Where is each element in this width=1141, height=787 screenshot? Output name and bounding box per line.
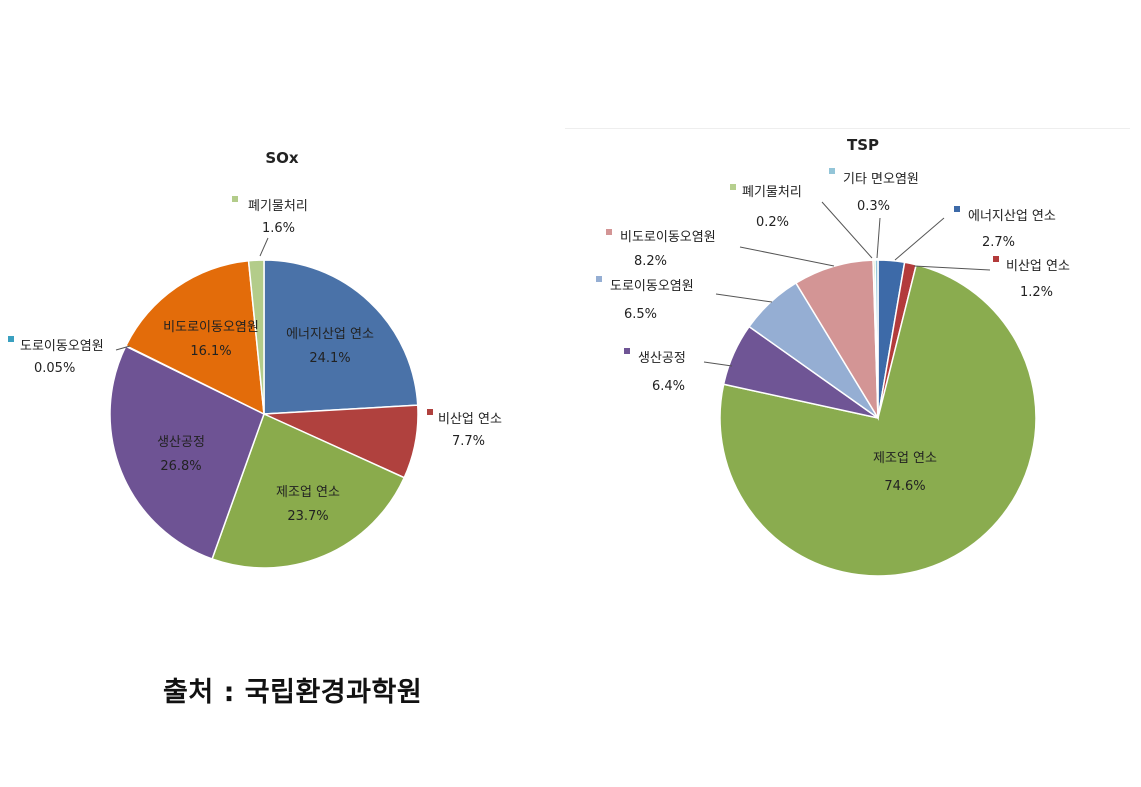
tsp-slice-value-7: 0.3% [857, 199, 890, 214]
tsp-slices [719, 259, 1037, 577]
tsp-legend-swatch-4 [596, 276, 602, 282]
sox-slices [109, 259, 419, 569]
sox-slice-value-3: 26.8% [160, 459, 201, 474]
tsp-leader-line-0 [894, 217, 945, 261]
sox-pie-slice-6 [247, 259, 265, 415]
tsp-slice-label-1: 비산업 연소 [1006, 259, 1070, 274]
tsp-slice-value-6: 0.2% [756, 215, 789, 230]
sox-slice-label-3: 생산공정 [157, 435, 205, 450]
sox-slice-value-5: 16.1% [190, 344, 231, 359]
tsp-slice-value-0: 2.7% [982, 235, 1015, 250]
sox-slice-label-2: 제조업 연소 [276, 485, 340, 500]
source-note: 출처 : 국립환경과학원 [163, 677, 423, 708]
tsp-slice-value-5: 8.2% [634, 254, 667, 269]
tsp-legend-swatch-0 [954, 206, 960, 212]
tsp-slice-value-3: 6.4% [652, 379, 685, 394]
tsp-slice-value-1: 1.2% [1020, 285, 1053, 300]
tsp-slice-label-3: 생산공정 [638, 351, 686, 366]
tsp-chart-title: TSP [847, 136, 879, 154]
sox-legend-swatch-4 [8, 336, 14, 342]
tsp-pie-slice-2 [719, 263, 1037, 577]
tsp-leader-line-7 [876, 217, 881, 259]
tsp-leader-line-5 [739, 246, 835, 267]
tsp-slice-value-4: 6.5% [624, 307, 657, 322]
tsp-slice-label-4: 도로이동오염원 [610, 279, 694, 294]
sox-slice-value-0: 24.1% [309, 351, 350, 366]
sox-legend-swatch-1 [427, 409, 433, 415]
sox-legend-swatch-6 [232, 196, 238, 202]
sox-slice-label-5: 비도로이동오염원 [163, 320, 259, 335]
sox-leader-line-6 [259, 237, 269, 257]
sox-slice-label-1: 비산업 연소 [438, 412, 502, 427]
tsp-pie-slice-7 [874, 259, 879, 419]
sox-pie-slice-0 [263, 259, 419, 415]
sox-pie-slice-3 [109, 345, 265, 560]
tsp-slice-label-6: 폐기물처리 [742, 185, 802, 200]
sox-labels: 에너지산업 연소 24.1% 비산업 연소 7.7% 제조업 연소 23.7% 생산공정 26… [8, 196, 502, 524]
sox-slice-value-2: 23.7% [287, 509, 328, 524]
tsp-legend-swatch-6 [730, 184, 736, 190]
sox-chart-title: SOx [265, 149, 299, 167]
tsp-legend-swatch-5 [606, 229, 612, 235]
tsp-legend-swatch-1 [993, 256, 999, 262]
tsp-legend-swatch-7 [829, 168, 835, 174]
tsp-slice-label-0: 에너지산업 연소 [968, 209, 1056, 224]
tsp-pie-chart: 에너지산업 연소 2.7% 비산업 연소 1.2% 제조업 연소 74.6% 생산공정 6.4… [596, 168, 1070, 577]
tsp-legend-swatch-3 [624, 348, 630, 354]
sox-slice-value-4: 0.05% [34, 361, 75, 376]
tsp-slice-value-2: 74.6% [884, 479, 925, 494]
tsp-leader-line-6 [821, 201, 873, 259]
sox-slice-label-4: 도로이동오염원 [20, 339, 104, 354]
sox-slice-label-6: 폐기물처리 [248, 199, 308, 214]
sox-pie-chart: 에너지산업 연소 24.1% 비산업 연소 7.7% 제조업 연소 23.7% 생산공정 26… [8, 196, 502, 569]
sox-pie-slice-5 [124, 259, 265, 416]
sox-slice-value-1: 7.7% [452, 434, 485, 449]
sox-slice-value-6: 1.6% [262, 221, 295, 236]
sox-pie-slice-2 [211, 412, 406, 569]
tsp-leader-line-1 [913, 265, 991, 271]
tsp-slice-label-5: 비도로이동오염원 [620, 230, 716, 245]
sox-leader-line-4 [115, 345, 131, 351]
tsp-leader-line-4 [715, 293, 773, 303]
sox-slice-label-0: 에너지산업 연소 [286, 327, 374, 342]
panel-divider [565, 128, 1130, 129]
tsp-leader-line-3 [703, 361, 733, 367]
tsp-labels: 에너지산업 연소 2.7% 비산업 연소 1.2% 제조업 연소 74.6% 생산공정 6.4… [596, 168, 1070, 494]
tsp-slice-label-2: 제조업 연소 [873, 451, 937, 466]
tsp-slice-label-7: 기타 면오염원 [843, 172, 919, 187]
